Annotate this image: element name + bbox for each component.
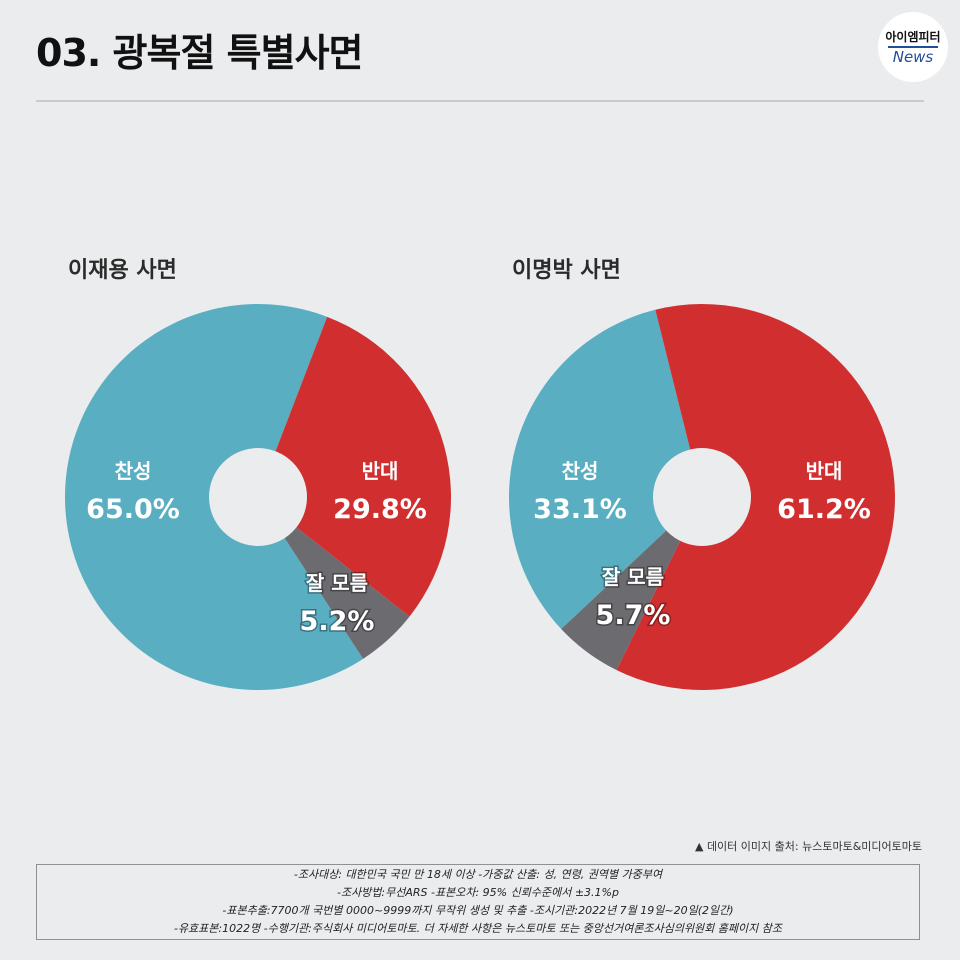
slice-value-oppose: 29.8% (333, 494, 427, 525)
slice-label-oppose: 반대 (806, 459, 843, 483)
slice-value-support: 33.1% (533, 494, 627, 525)
slice-label-oppose: 반대 (362, 459, 399, 483)
pie-slice-oppose (258, 316, 451, 617)
chart-title-lee-myungbak: 이명박 사면 (512, 258, 621, 283)
page-title: 03. 광복절 특별사면 (36, 31, 363, 75)
survey-note-line: -표본추출:7700개 국번별 0000~9999까지 무작위 생성 및 추출 … (222, 904, 734, 917)
brand-logo: 아이엠피터 News (878, 12, 948, 82)
donut-hole (209, 448, 307, 546)
header-divider (36, 100, 924, 102)
pie-slice-oppose (616, 303, 896, 691)
slice-label-support: 찬성 (115, 459, 152, 483)
pie-slice-support (509, 309, 702, 630)
survey-note-line: -조사대상: 대한민국 국민 만 18세 이상 -가중값 산출: 성, 연령, … (293, 868, 663, 881)
donut-hole (653, 448, 751, 546)
survey-note-line: -조사방법:무선ARS -표본오차: 95% 신뢰수준에서 ±3.1%p (336, 886, 619, 899)
pie-slice-unknown (258, 497, 410, 659)
chart-title-lee-jaeyong: 이재용 사면 (68, 258, 177, 283)
slice-value-unknown: 5.7% (596, 600, 671, 631)
logo-top-text: 아이엠피터 (885, 29, 941, 44)
pie-slice-unknown (561, 497, 702, 670)
slice-label-unknown: 잘 모름 (306, 571, 368, 595)
data-source-note: ▲ 데이터 이미지 출처: 뉴스토마토&미디어토마토 (694, 840, 922, 853)
logo-underline (888, 45, 938, 48)
survey-note-line: -유효표본:1022명 -수행기관:주식회사 미디어토마토. 더 자세한 사항은… (173, 922, 783, 935)
slice-value-unknown: 5.2% (300, 606, 375, 637)
slice-label-unknown: 잘 모름 (602, 565, 664, 589)
slice-value-support: 65.0% (86, 494, 180, 525)
survey-notes-box: -조사대상: 대한민국 국민 만 18세 이상 -가중값 산출: 성, 연령, … (36, 864, 920, 940)
slice-label-support: 찬성 (562, 459, 599, 483)
slice-value-oppose: 61.2% (777, 494, 871, 525)
logo-bottom-text: News (892, 47, 934, 66)
